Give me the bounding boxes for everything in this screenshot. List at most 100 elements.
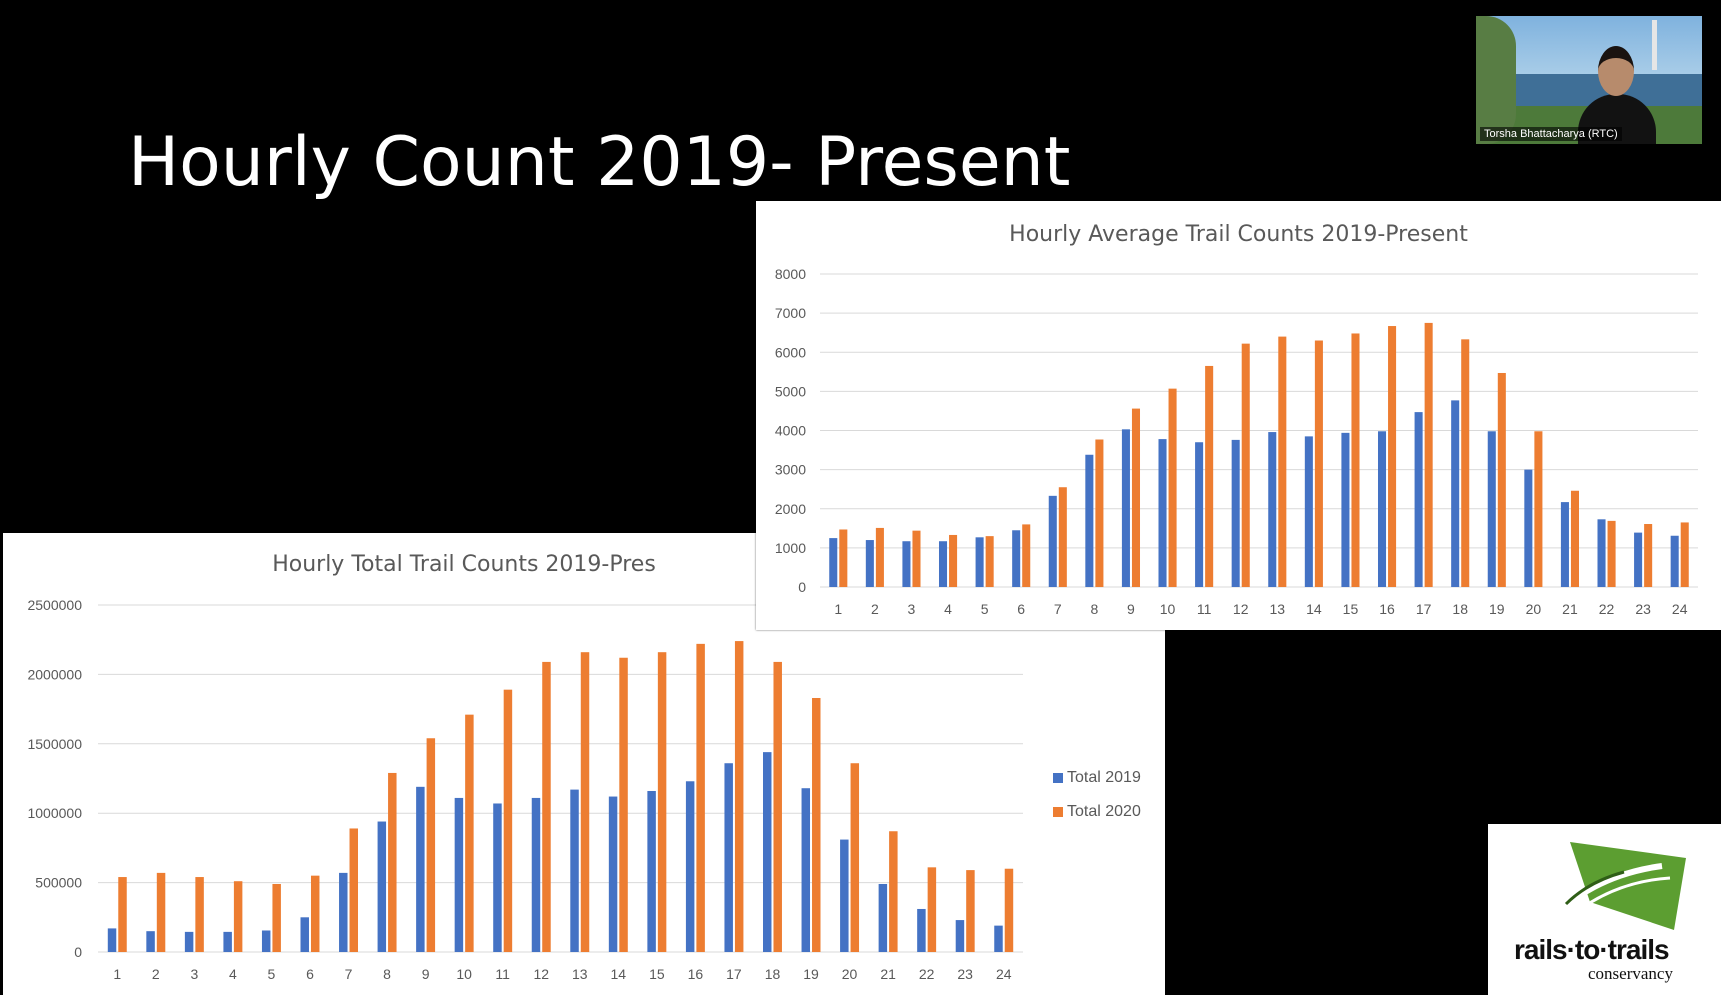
y-tick-label: 7000	[775, 305, 806, 321]
x-tick-label: 1	[834, 601, 842, 617]
x-tick-label: 23	[957, 966, 973, 982]
bar-series-1-hour-17	[1424, 322, 1433, 587]
x-tick-label: 17	[726, 966, 742, 982]
x-tick-label: 3	[908, 601, 916, 617]
x-tick-label: 16	[1379, 601, 1395, 617]
x-tick-label: 10	[456, 966, 472, 982]
bar-series-1-hour-7	[349, 828, 358, 952]
bar-series-1-hour-16	[696, 643, 705, 952]
bar-series-0-hour-22	[917, 908, 926, 952]
x-tick-label: 7	[1054, 601, 1062, 617]
bar-series-0-hour-2	[865, 540, 874, 587]
bar-series-0-hour-15	[1341, 432, 1350, 587]
x-tick-label: 11	[495, 966, 510, 982]
bar-series-0-hour-22	[1597, 519, 1606, 587]
bar-series-1-hour-1	[118, 877, 127, 952]
average-counts-chart: 0 1000 2000 3000 4000 5000 6000 7000 8000 1 2 3 4 5 6 7…	[756, 201, 1721, 630]
y-tick-label: 2000000	[27, 666, 82, 682]
x-tick-label: 8	[383, 966, 391, 982]
y-tick-label: 0	[74, 944, 82, 960]
bar-series-0-hour-1	[829, 538, 838, 587]
bar-series-1-hour-6	[1022, 524, 1031, 587]
bar-series-1-hour-1	[839, 529, 848, 587]
bar-series-0-hour-18	[1451, 400, 1460, 587]
bar-series-0-hour-5	[261, 930, 271, 952]
x-tick-label: 19	[1489, 601, 1505, 617]
bar-series-0-hour-4	[223, 931, 232, 952]
total-chart-legend: Total 2019 Total 2020	[1053, 761, 1141, 829]
bar-series-1-hour-10	[465, 714, 474, 952]
bar-series-0-hour-23	[955, 920, 965, 952]
bar-series-0-hour-23	[1634, 532, 1643, 587]
bar-series-1-hour-8	[388, 772, 397, 952]
bar-series-1-hour-19	[812, 697, 821, 952]
y-tick-label: 1500000	[27, 736, 82, 752]
bar-series-1-hour-24	[1680, 522, 1689, 587]
bar-series-1-hour-13	[1278, 336, 1287, 587]
x-tick-label: 6	[1017, 601, 1025, 617]
bar-series-0-hour-17	[1414, 412, 1423, 587]
bar-series-0-hour-24	[1670, 535, 1679, 587]
bar-series-0-hour-8	[377, 821, 387, 952]
total-chart-title: Hourly Total Trail Counts 2019-Pres	[272, 552, 656, 577]
participant-name: Torsha Bhattacharya (RTC)	[1480, 127, 1622, 141]
x-tick-label: 13	[1270, 601, 1286, 617]
x-tick-label: 2	[871, 601, 879, 617]
bar-series-0-hour-9	[1121, 429, 1130, 587]
bar-series-1-hour-12	[542, 661, 551, 952]
bar-series-1-hour-20	[1534, 431, 1543, 587]
bar-series-0-hour-3	[902, 541, 911, 587]
bar-series-0-hour-3	[184, 931, 194, 952]
bar-series-0-hour-15	[647, 790, 656, 952]
x-tick-label: 18	[765, 966, 781, 982]
legend-label-2020: Total 2020	[1067, 803, 1141, 820]
bar-series-1-hour-22	[927, 867, 937, 952]
y-tick-label: 4000	[775, 423, 806, 439]
bar-series-1-hour-4	[949, 534, 958, 587]
bar-series-1-hour-10	[1168, 388, 1177, 587]
bar-series-1-hour-13	[580, 652, 590, 952]
bar-series-1-hour-11	[503, 689, 513, 952]
y-tick-label: 2000	[775, 501, 806, 517]
average-chart-title: Hourly Average Trail Counts 2019-Present	[1009, 222, 1468, 247]
bar-series-0-hour-5	[975, 537, 984, 587]
slide-title: Hourly Count 2019- Present	[128, 123, 1071, 202]
x-tick-label: 1	[113, 966, 121, 982]
x-tick-label: 14	[611, 966, 627, 982]
x-tick-label: 7	[345, 966, 353, 982]
x-tick-label: 12	[533, 966, 549, 982]
bar-series-1-hour-23	[1644, 524, 1653, 587]
bar-series-1-hour-11	[1205, 365, 1214, 587]
bar-series-0-hour-16	[1377, 431, 1387, 587]
legend-swatch-2020	[1053, 807, 1063, 817]
legend-swatch-2019	[1053, 773, 1063, 783]
bar-series-0-hour-14	[608, 796, 618, 952]
bar-series-1-hour-16	[1388, 326, 1397, 587]
x-tick-label: 4	[944, 601, 952, 617]
x-tick-label: 20	[1526, 601, 1542, 617]
bar-series-0-hour-10	[454, 797, 464, 952]
x-tick-label: 14	[1306, 601, 1322, 617]
bar-series-0-hour-20	[840, 839, 849, 952]
y-tick-label: 8000	[775, 266, 806, 282]
y-tick-label: 1000000	[27, 805, 82, 821]
bar-series-0-hour-19	[1487, 431, 1496, 587]
participant-video: Torsha Bhattacharya (RTC)	[1476, 16, 1702, 144]
bar-series-0-hour-14	[1304, 436, 1313, 587]
bar-series-1-hour-6	[310, 875, 320, 952]
bar-series-0-hour-2	[146, 931, 155, 952]
x-tick-label: 5	[268, 966, 276, 982]
bar-series-0-hour-11	[493, 803, 502, 952]
bar-series-1-hour-18	[773, 661, 782, 952]
video-tree	[1476, 16, 1516, 144]
y-tick-label: 6000	[775, 344, 806, 360]
y-tick-label: 3000	[775, 462, 806, 478]
bar-series-1-hour-23	[966, 870, 975, 952]
y-tick-label: 2500000	[27, 597, 82, 613]
bar-series-0-hour-21	[878, 883, 888, 952]
x-tick-label: 9	[1127, 601, 1135, 617]
x-tick-label: 24	[996, 966, 1012, 982]
bar-series-1-hour-22	[1607, 520, 1616, 587]
x-tick-label: 3	[190, 966, 198, 982]
bar-series-0-hour-18	[763, 752, 772, 952]
